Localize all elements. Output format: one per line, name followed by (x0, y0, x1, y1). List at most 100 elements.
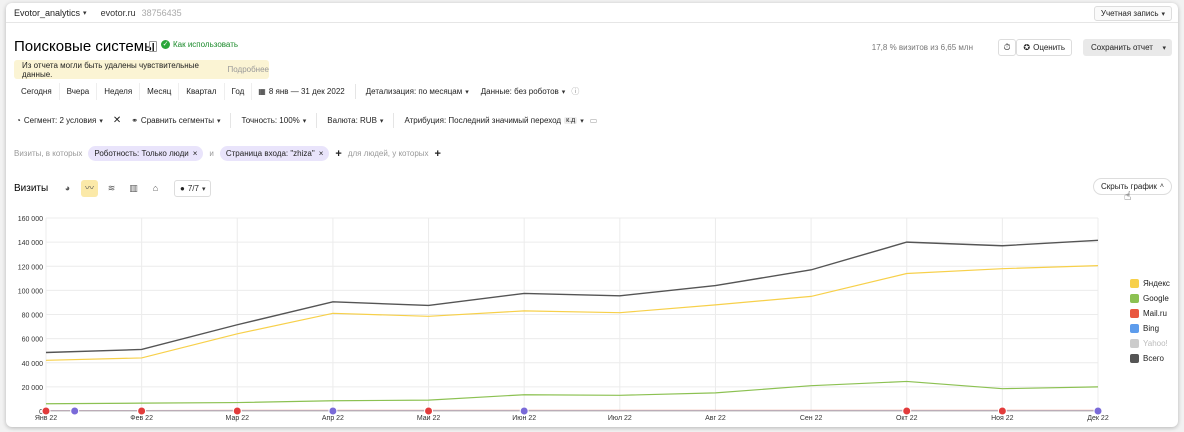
map-icon[interactable]: ⌂ (152, 183, 159, 193)
series-line (45, 239, 1099, 354)
legend-item[interactable]: Всего (1130, 351, 1170, 366)
filter-tag-robotness[interactable]: Роботность: Только люди × (88, 146, 204, 161)
annotation-marker (902, 406, 912, 416)
accuracy-label: Точность: 100% (241, 116, 300, 125)
y-tick-label: 120 000 (18, 264, 43, 271)
line-chart-icon[interactable]: 〰 (81, 180, 98, 197)
y-tick-label: 60 000 (22, 337, 44, 344)
counter-selector[interactable]: Evotor_analytics ▾ (14, 8, 87, 18)
tag-label: Роботность: Только люди (94, 149, 189, 158)
bar-chart-icon[interactable]: ▥ (129, 183, 138, 193)
series-count-dropdown[interactable]: ● 7/7 ▾ (174, 180, 212, 197)
annotation-marker (997, 406, 1007, 416)
data-filter-dropdown[interactable]: Данные: без роботов ▾ (475, 83, 572, 100)
series-line (45, 380, 1099, 405)
rate-button[interactable]: ✪ Оценить (1016, 39, 1072, 56)
y-tick-label: 160 000 (18, 216, 43, 223)
currency-label: Валюта: RUB (327, 116, 377, 125)
legend-item[interactable]: Yahoo! (1130, 336, 1170, 351)
close-icon[interactable]: ✕ (112, 115, 122, 126)
chart-legend: Яндекс Google Mail.ru Bing Yahoo! Всего (1130, 276, 1170, 366)
filter-row: Визиты, в которых Роботность: Только люд… (14, 146, 447, 161)
chevron-up-icon: ˄ (1159, 183, 1164, 190)
howto-link[interactable]: ✓ Как использовать (161, 40, 238, 49)
account-button[interactable]: Учетная запись ▾ (1093, 6, 1172, 21)
hide-chart-label: Скрыть график (1101, 182, 1157, 191)
series-count: 7/7 (187, 184, 199, 193)
y-tick-label: 0 (39, 409, 43, 416)
attribution-dropdown[interactable]: Атрибуция: Последний значимый переход к.… (398, 112, 589, 129)
y-tick-label: 20 000 (22, 385, 44, 392)
visits-line-chart: 0 20 000 40 000 60 000 80 000 100 000 120 000 1… (18, 216, 1109, 422)
warning-text: Из отчета могли быть удалены чувствитель… (22, 60, 199, 79)
add-filter-button[interactable]: + (335, 147, 342, 160)
pie-chart-icon[interactable]: ◕ (64, 183, 71, 193)
chevron-down-icon: ▾ (561, 88, 566, 96)
period-week[interactable]: Неделя (97, 83, 141, 100)
visits-share: 17,8 % визитов из 6,65 млн (871, 43, 973, 52)
sensitive-data-warning: Из отчета могли быть удалены чувствитель… (14, 60, 269, 79)
x-tick-label: Июл 22 (608, 415, 632, 422)
legend-swatch[interactable] (1130, 339, 1139, 348)
x-tick-label: Май 22 (417, 414, 441, 422)
legend-item[interactable]: Mail.ru (1130, 306, 1170, 321)
y-tick-label: 100 000 (18, 288, 43, 295)
legend-swatch[interactable] (1130, 294, 1139, 303)
x-tick-label: Окт 22 (896, 415, 918, 422)
save-label: Сохранить отчет (1091, 43, 1153, 52)
detail-dropdown[interactable]: Детализация: по месяцам ▾ (360, 83, 475, 100)
annotation-marker (41, 406, 51, 416)
period-quarter[interactable]: Квартал (179, 83, 225, 100)
legend-swatch[interactable] (1130, 324, 1139, 333)
bookmark-icon[interactable] (149, 41, 157, 52)
attribution-label: Атрибуция: Последний значимый переход (404, 116, 562, 125)
close-icon[interactable]: × (318, 149, 324, 158)
period-today[interactable]: Сегодня (14, 83, 60, 100)
legend-swatch[interactable] (1130, 354, 1139, 363)
y-tick-label: 40 000 (22, 361, 44, 368)
chevron-down-icon: ▾ (465, 88, 469, 96)
annotation-marker (519, 406, 529, 416)
calendar-icon[interactable]: ▭ (589, 116, 598, 125)
legend-item[interactable]: Google (1130, 291, 1170, 306)
segment-dropdown[interactable]: ◔ Сегмент: 2 условия ▾ (14, 112, 109, 129)
people-filter-prefix: для людей, у которых (347, 149, 429, 158)
hide-chart-button[interactable]: Скрыть график ˄ (1093, 178, 1172, 195)
compare-segments-button[interactable]: ⚭ Сравнить сегменты ▾ (125, 112, 226, 129)
comment-icon: ● (180, 184, 185, 193)
annotation-marker (424, 406, 434, 416)
accuracy-dropdown[interactable]: Точность: 100% ▾ (235, 112, 312, 129)
period-month[interactable]: Месяц (140, 83, 180, 100)
area-chart-icon[interactable]: ≋ (107, 183, 116, 193)
legend-item[interactable]: Яндекс (1130, 276, 1170, 291)
chevron-down-icon: ▾ (99, 117, 103, 125)
close-icon[interactable]: × (192, 149, 198, 158)
segment-toolbar: ◔ Сегмент: 2 условия ▾ ✕ ⚭ Сравнить сегм… (14, 112, 597, 129)
legend-swatch[interactable] (1130, 279, 1139, 288)
currency-dropdown[interactable]: Валюта: RUB ▾ (321, 112, 389, 129)
howto-label: Как использовать (173, 40, 239, 49)
chevron-down-icon: ▾ (379, 117, 384, 125)
legend-item[interactable]: Bing (1130, 321, 1170, 336)
period-year[interactable]: Год (225, 83, 253, 100)
info-icon[interactable]: ⓘ (571, 87, 580, 96)
chevron-down-icon: ▾ (83, 9, 87, 17)
y-tick-label: 80 000 (22, 313, 44, 320)
legend-swatch[interactable] (1130, 309, 1139, 318)
check-icon: ✓ (161, 40, 170, 49)
add-people-filter-button[interactable]: + (434, 147, 441, 160)
x-tick-label: Фев 22 (130, 415, 153, 422)
period-yesterday[interactable]: Вчера (60, 83, 98, 100)
series-line (45, 265, 1099, 361)
more-link[interactable]: Подробнее (227, 65, 270, 74)
save-report-button[interactable]: Сохранить отчет ▾ (1083, 39, 1172, 56)
history-icon[interactable]: ⏱ (998, 39, 1016, 56)
legend-label: Mail.ru (1143, 309, 1168, 318)
data-filter-label: Данные: без роботов (480, 87, 559, 96)
page-title: Поисковые системы (14, 38, 155, 55)
divider (316, 113, 318, 128)
chevron-down-icon: ▾ (201, 185, 206, 193)
counter-name: Evotor_analytics (14, 7, 81, 18)
date-range-picker[interactable]: ▦ 8 янв — 31 дек 2022 (252, 83, 350, 100)
filter-tag-entry-page[interactable]: Страница входа: "zhiza" × (219, 146, 330, 161)
